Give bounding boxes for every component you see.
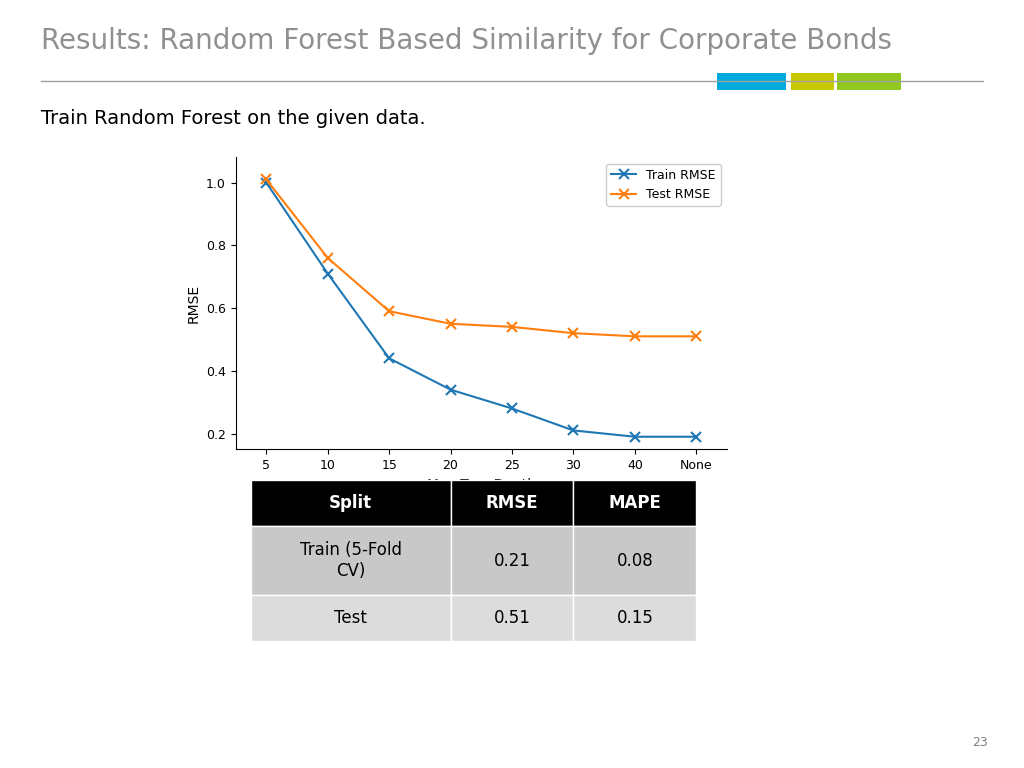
Train RMSE xyxy=(444,385,457,394)
Legend: Train RMSE, Test RMSE: Train RMSE, Test RMSE xyxy=(606,164,721,206)
Train RMSE xyxy=(506,404,518,413)
Train RMSE xyxy=(567,425,580,435)
Train RMSE xyxy=(629,432,641,442)
Text: Train Random Forest on the given data.: Train Random Forest on the given data. xyxy=(41,109,426,128)
Text: 0.15: 0.15 xyxy=(616,609,653,627)
Text: MAPE: MAPE xyxy=(608,494,662,512)
Test RMSE xyxy=(506,323,518,332)
Train RMSE xyxy=(383,354,395,363)
Y-axis label: RMSE: RMSE xyxy=(186,284,201,323)
Test RMSE xyxy=(383,306,395,316)
Text: 0.21: 0.21 xyxy=(494,551,530,570)
Line: Train RMSE: Train RMSE xyxy=(261,177,701,442)
Text: 23: 23 xyxy=(973,736,988,749)
Test RMSE xyxy=(322,253,334,263)
Text: Train (5-Fold
CV): Train (5-Fold CV) xyxy=(300,541,401,580)
Test RMSE xyxy=(260,175,272,184)
Text: 0.51: 0.51 xyxy=(494,609,530,627)
Test RMSE xyxy=(567,329,580,338)
Test RMSE xyxy=(629,332,641,341)
Train RMSE xyxy=(322,269,334,278)
Text: Results: Random Forest Based Similarity for Corporate Bonds: Results: Random Forest Based Similarity … xyxy=(41,27,892,55)
Train RMSE xyxy=(260,178,272,187)
Line: Test RMSE: Test RMSE xyxy=(261,174,701,341)
Test RMSE xyxy=(690,332,702,341)
Text: RMSE: RMSE xyxy=(485,494,539,512)
Test RMSE xyxy=(444,319,457,329)
Text: Test: Test xyxy=(334,609,368,627)
Text: 0.08: 0.08 xyxy=(616,551,653,570)
X-axis label: Max Tree Depth: Max Tree Depth xyxy=(427,478,536,492)
Train RMSE xyxy=(690,432,702,442)
Text: Split: Split xyxy=(329,494,373,512)
